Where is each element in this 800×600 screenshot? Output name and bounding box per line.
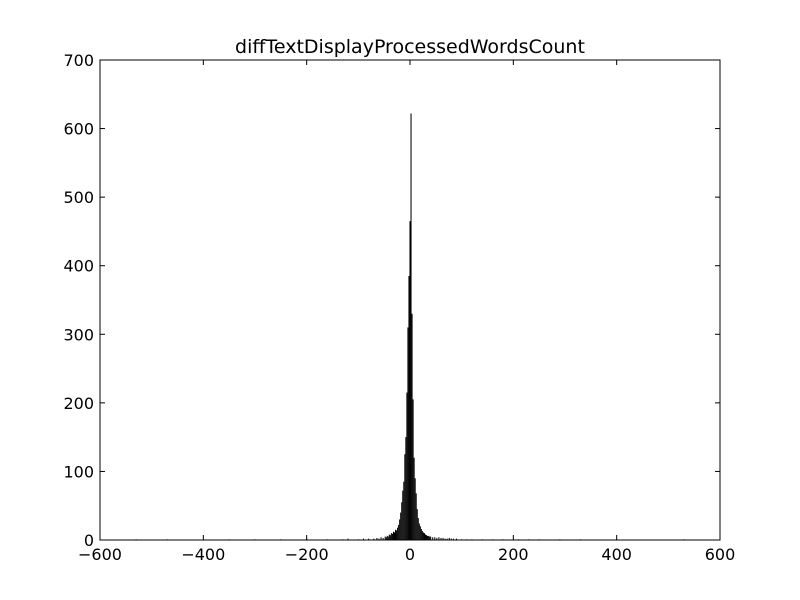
histogram-bar	[407, 327, 409, 540]
histogram-bar	[429, 536, 431, 540]
histogram-bar	[411, 313, 413, 540]
histogram-bar	[408, 276, 410, 540]
histogram-bar	[384, 536, 386, 540]
histogram-bar	[393, 532, 396, 540]
x-tick-label: −400	[181, 545, 225, 564]
histogram-bar	[422, 532, 424, 540]
histogram-bar	[434, 537, 436, 540]
histogram-bar	[410, 113, 412, 541]
x-tick-label: 0	[405, 545, 415, 564]
histogram-bar	[448, 537, 450, 540]
histogram-bars	[135, 113, 685, 541]
histogram-bar	[380, 537, 382, 540]
histogram-bar	[368, 538, 370, 540]
histogram-bar	[413, 457, 415, 540]
histogram-bar	[455, 538, 458, 540]
histogram-bar	[405, 437, 407, 540]
histogram-bar	[406, 392, 408, 540]
histogram-bar	[398, 524, 400, 540]
histogram-bar	[403, 481, 405, 540]
histogram-bar	[385, 537, 387, 540]
histogram-bar	[428, 535, 430, 540]
histogram-bar	[362, 538, 365, 540]
histogram-bar	[387, 536, 389, 540]
histogram-bar	[392, 531, 394, 540]
histogram-bar	[424, 534, 427, 540]
chart-title: diffTextDisplayProcessedWordsCount	[235, 36, 585, 58]
histogram-bar	[401, 502, 403, 540]
histogram-bar	[391, 533, 393, 540]
histogram-bar	[400, 512, 402, 540]
histogram-bar	[399, 519, 401, 540]
histogram-bar	[389, 535, 391, 540]
histogram-bar	[382, 537, 384, 540]
y-tick-label: 100	[63, 462, 94, 481]
histogram-bar	[444, 538, 446, 540]
x-tick-label: −200	[285, 545, 329, 564]
histogram-bar	[452, 538, 454, 540]
histogram-bar	[427, 535, 429, 540]
histogram-bar	[386, 535, 388, 540]
y-tick-labels: 0 100 200 300 400 500 600 700	[63, 51, 94, 550]
plot-frame	[99, 59, 721, 541]
histogram-bar	[347, 538, 349, 540]
histogram-bar	[421, 531, 423, 540]
y-tick-label: 200	[63, 394, 94, 413]
x-tick-label: 400	[601, 545, 632, 564]
histogram-bar	[376, 537, 378, 540]
y-tick-label: 400	[63, 257, 94, 276]
histogram-bar	[412, 399, 414, 540]
histogram-bar	[378, 538, 380, 540]
histogram-bar	[436, 537, 438, 540]
histogram-bar	[420, 529, 422, 540]
histogram-bar	[416, 509, 418, 540]
x-tick-labels: −600 −400 −200 0 200 400 600	[78, 545, 735, 564]
y-tick-label: 600	[63, 120, 94, 139]
y-tick-label: 700	[63, 51, 94, 70]
histogram-bar	[417, 518, 419, 540]
histogram-bar	[397, 527, 399, 540]
x-tick-label: −600	[78, 545, 122, 564]
histogram-bar	[373, 538, 375, 540]
histogram-bar	[415, 493, 417, 540]
histogram-bar	[396, 530, 398, 540]
histogram-bar	[390, 533, 392, 540]
histogram-bar	[395, 529, 397, 540]
y-tick-label: 500	[63, 188, 94, 207]
histogram-bar	[440, 537, 442, 540]
histogram-bar	[419, 526, 421, 540]
histogram-bar	[414, 478, 416, 540]
histogram-bar	[426, 535, 428, 540]
histogram-bar	[438, 537, 440, 540]
histogram-bar	[409, 221, 411, 540]
y-tick-label: 0	[84, 531, 94, 550]
histogram-bar	[446, 538, 448, 540]
histogram-bar	[442, 537, 444, 540]
histogram-bar	[432, 537, 434, 540]
histogram-bar	[450, 538, 452, 540]
x-tick-label: 200	[498, 545, 529, 564]
histogram-bar	[404, 454, 406, 540]
histogram-bar	[402, 490, 404, 540]
histogram-bar	[388, 534, 390, 540]
y-tick-label: 300	[63, 325, 94, 344]
histogram-bar	[423, 533, 425, 540]
x-tick-label: 600	[705, 545, 736, 564]
histogram-bar	[430, 536, 432, 540]
histogram-bar	[418, 523, 420, 540]
